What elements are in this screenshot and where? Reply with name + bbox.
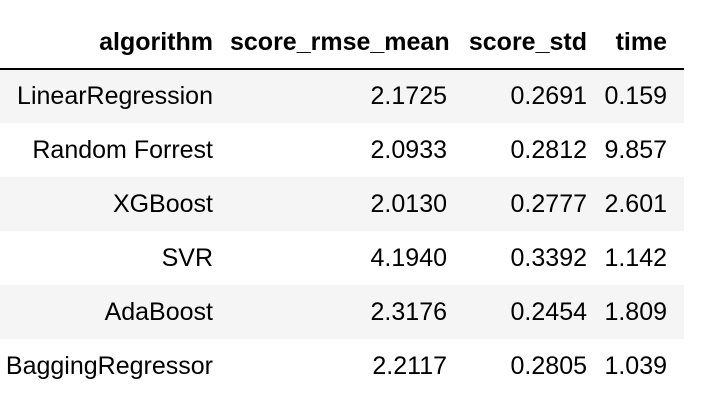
table-row: SVR 4.1940 0.3392 1.142 xyxy=(0,231,684,285)
cell-algorithm: SVR xyxy=(161,243,213,272)
cell-algorithm: BaggingRegressor xyxy=(5,351,213,380)
cell-score_std: 0.2777 xyxy=(510,189,587,218)
cell-score_rmse_mean: 2.2117 xyxy=(372,351,447,380)
cell-algorithm: Random Forrest xyxy=(32,135,213,164)
table-header: algorithm score_rmse_mean score_std time xyxy=(0,17,684,70)
cell-score_rmse_mean: 2.1725 xyxy=(370,82,447,110)
results-table-body: LinearRegression 2.1725 0.2691 0.159 Random … xyxy=(0,69,684,393)
table-row: AdaBoost 2.3176 0.2454 1.809 xyxy=(0,285,684,339)
col-header-score_std: score_std xyxy=(464,17,604,70)
cell-algorithm: LinearRegression xyxy=(17,82,213,110)
cell-score_rmse_mean: 4.1940 xyxy=(370,243,447,272)
cell-time: 9.857 xyxy=(604,135,667,164)
cell-score_rmse_mean: 2.0130 xyxy=(370,189,447,218)
cell-score_std: 0.3392 xyxy=(510,243,587,272)
cell-time: 2.601 xyxy=(604,189,667,218)
cell-score_std: 0.2454 xyxy=(510,297,587,326)
results-table: algorithm score_rmse_mean score_std time… xyxy=(0,17,684,393)
table-row: XGBoost 2.0130 0.2777 2.601 xyxy=(0,177,684,231)
cell-time: 1.142 xyxy=(604,243,667,272)
col-header-time: time xyxy=(604,17,684,70)
cell-score_rmse_mean: 2.0933 xyxy=(370,135,447,164)
table-row: LinearRegression 2.1725 0.2691 0.159 xyxy=(0,69,684,123)
col-header-algorithm: algorithm xyxy=(0,17,230,70)
cell-algorithm: AdaBoost xyxy=(104,297,213,326)
cell-time: 1.809 xyxy=(604,297,667,326)
cell-score_std: 0.2805 xyxy=(510,351,587,380)
cell-score_std: 0.2812 xyxy=(510,135,587,164)
header-row: algorithm score_rmse_mean score_std time xyxy=(0,17,684,70)
cell-time: 1.039 xyxy=(604,351,667,380)
table-row: Random Forrest 2.0933 0.2812 9.857 xyxy=(0,123,684,177)
cell-score_std: 0.2691 xyxy=(510,82,587,110)
cell-time: 0.159 xyxy=(604,82,667,110)
col-header-score_rmse_mean: score_rmse_mean xyxy=(230,17,464,70)
cell-algorithm: XGBoost xyxy=(112,189,213,218)
table-row: BaggingRegressor 2.2117 0.2805 1.039 xyxy=(0,339,684,393)
cell-score_rmse_mean: 2.3176 xyxy=(370,297,447,326)
